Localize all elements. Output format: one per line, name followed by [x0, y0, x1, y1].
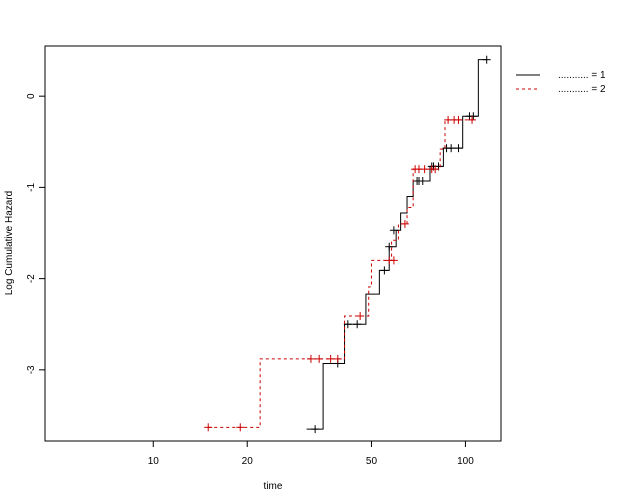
legend-label-1: ........... = 1 [558, 70, 606, 81]
series-2-censor-mark [400, 219, 409, 228]
x-axis-label: time [264, 481, 283, 492]
x-axis: 10 20 50 100 [148, 441, 474, 467]
series-2-censor-mark [420, 165, 429, 174]
series-2-censor-mark [306, 354, 315, 363]
series-1-censor-mark [447, 144, 456, 153]
x-tick-label: 20 [242, 456, 254, 467]
series-1-censor-mark [353, 320, 362, 329]
series-1-censor-mark [454, 144, 463, 153]
series-2-censor-mark [431, 165, 440, 174]
legend-label-2: ........... = 2 [558, 84, 606, 95]
y-tick-label: -1 [26, 183, 37, 192]
series-1-censor-mark [469, 112, 478, 121]
y-tick-label: -3 [26, 365, 37, 374]
series-1-censor-mark [311, 425, 320, 434]
plot-frame [44, 45, 502, 442]
y-axis-label: Log Cumulative Hazard [4, 191, 15, 296]
series-1-censor-mark [482, 55, 491, 64]
series-1-censor-mark [418, 177, 427, 186]
series-2-censor-mark [389, 256, 398, 265]
series-1-censor-mark [380, 266, 389, 275]
series-1-censor-mark [343, 320, 352, 329]
y-tick-label: 0 [26, 93, 37, 99]
series-2-censor-mark [333, 354, 342, 363]
x-tick-label: 100 [457, 456, 474, 467]
series-1-censor-mark [385, 242, 394, 251]
series-2-censor-mark [454, 115, 463, 124]
x-tick-label: 50 [366, 456, 378, 467]
series-layer [204, 55, 491, 434]
series-2-censor-mark [236, 423, 245, 432]
y-tick-label: -2 [26, 274, 37, 283]
legend: ........... = 1 ........... = 2 [516, 70, 606, 95]
series-1-censor-mark [389, 226, 398, 235]
series-2-censor-mark [356, 312, 365, 321]
series-2-step-line [208, 119, 475, 428]
series-2-censor-mark [204, 423, 213, 432]
series-1-step-line [306, 59, 487, 430]
x-tick-label: 10 [148, 456, 160, 467]
series-2-censor-mark [468, 115, 477, 124]
y-axis: -3 -2 -1 0 [26, 93, 45, 374]
series-2-censor-mark [315, 354, 324, 363]
series-2-censor-mark [326, 354, 335, 363]
